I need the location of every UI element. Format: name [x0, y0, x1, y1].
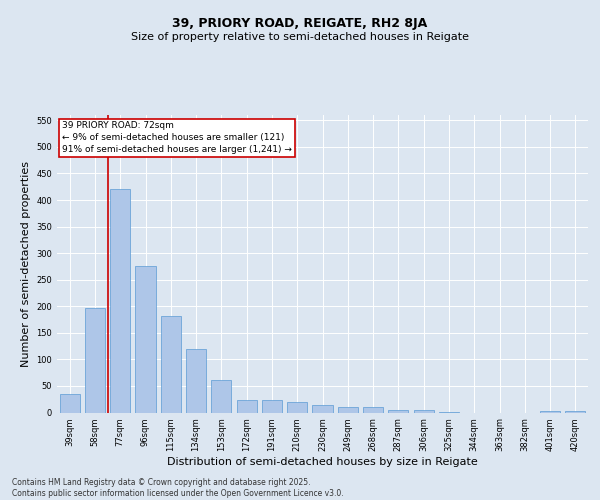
Bar — [85, 308, 105, 412]
Bar — [363, 407, 383, 412]
Bar — [110, 190, 130, 412]
Y-axis label: Number of semi-detached properties: Number of semi-detached properties — [21, 161, 31, 367]
X-axis label: Distribution of semi-detached houses by size in Reigate: Distribution of semi-detached houses by … — [167, 457, 478, 467]
Bar — [540, 411, 560, 412]
Bar — [161, 316, 181, 412]
Bar — [136, 266, 155, 412]
Bar — [186, 349, 206, 412]
Bar — [236, 400, 257, 412]
Text: 39, PRIORY ROAD, REIGATE, RH2 8JA: 39, PRIORY ROAD, REIGATE, RH2 8JA — [172, 18, 428, 30]
Bar — [262, 400, 282, 412]
Bar — [211, 380, 232, 412]
Text: Contains HM Land Registry data © Crown copyright and database right 2025.
Contai: Contains HM Land Registry data © Crown c… — [12, 478, 344, 498]
Text: Size of property relative to semi-detached houses in Reigate: Size of property relative to semi-detach… — [131, 32, 469, 42]
Bar — [287, 402, 307, 412]
Bar — [388, 410, 409, 412]
Bar — [313, 404, 332, 412]
Bar — [565, 411, 586, 412]
Bar — [59, 394, 80, 412]
Bar — [338, 407, 358, 412]
Text: 39 PRIORY ROAD: 72sqm
← 9% of semi-detached houses are smaller (121)
91% of semi: 39 PRIORY ROAD: 72sqm ← 9% of semi-detac… — [62, 122, 292, 154]
Bar — [413, 410, 434, 412]
